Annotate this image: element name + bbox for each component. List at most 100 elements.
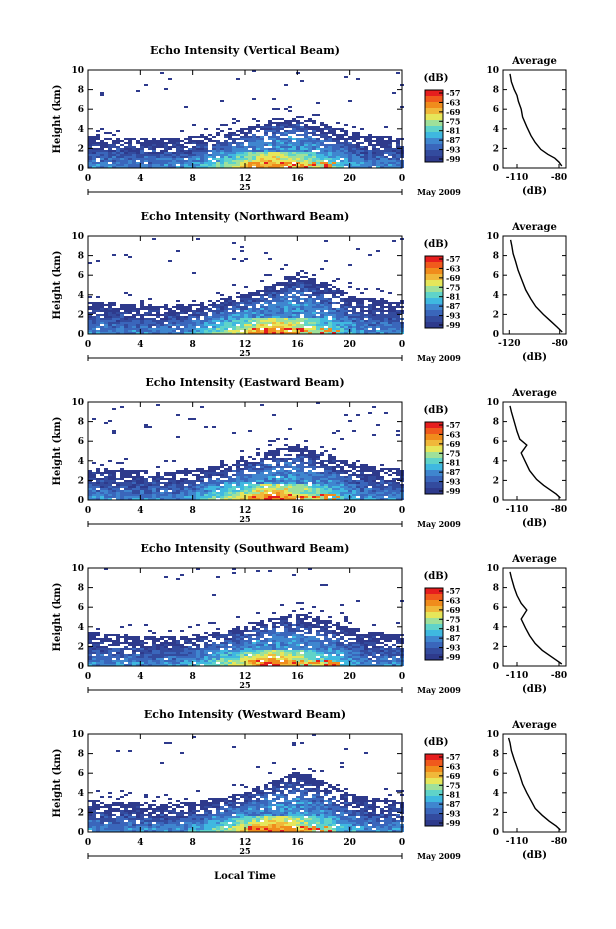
echo-cell [392, 166, 396, 168]
echo-cell [360, 160, 364, 162]
echo-cell [264, 160, 268, 162]
echo-cell [148, 322, 152, 324]
echo-cell [312, 318, 316, 320]
echo-cell [228, 154, 232, 156]
echo-cell [88, 162, 92, 164]
echo-cell [184, 322, 188, 324]
echo-cell [236, 296, 240, 298]
echo-cell [308, 290, 312, 292]
echo-cell [244, 156, 248, 158]
echo-cell [192, 660, 196, 662]
echo-cell [296, 292, 300, 294]
echo-cell [288, 482, 292, 484]
echo-cell [192, 490, 196, 492]
echo-cell [356, 318, 360, 320]
echo-cell [316, 476, 320, 478]
echo-cell [288, 156, 292, 158]
echo-cell [348, 320, 352, 322]
echo-cell [276, 108, 280, 110]
echo-cell [308, 284, 312, 286]
echo-cell [380, 330, 384, 332]
echo-cell [344, 490, 348, 492]
echo-cell [248, 322, 252, 324]
echo-cell [248, 480, 252, 482]
echo-cell [384, 306, 388, 308]
echo-cell [264, 152, 268, 154]
echo-cell [184, 106, 188, 108]
echo-cell [360, 162, 364, 164]
echo-cell [96, 308, 100, 310]
echo-cell [180, 470, 184, 472]
echo-cell [364, 496, 368, 498]
echo-cell [336, 288, 340, 290]
echo-cell [140, 322, 144, 324]
echo-cell [356, 474, 360, 476]
echo-cell [364, 162, 368, 164]
echo-cell [188, 152, 192, 154]
echo-cell [348, 286, 352, 288]
echo-cell [244, 476, 248, 478]
colorbar-segment [425, 114, 443, 121]
echo-cell [88, 648, 92, 650]
echo-cell [260, 320, 264, 322]
echo-cell [368, 138, 372, 140]
echo-cell [236, 656, 240, 658]
echo-cell [172, 638, 176, 640]
echo-cell [124, 320, 128, 322]
echo-cell [276, 492, 280, 494]
echo-cell [124, 164, 128, 166]
echo-cell [116, 312, 120, 314]
echo-cell [264, 326, 268, 328]
echo-cell [92, 494, 96, 496]
echo-cell [252, 292, 256, 294]
echo-cell [380, 140, 384, 142]
echo-cell [344, 462, 348, 464]
echo-cell [184, 472, 188, 474]
echo-cell [236, 642, 240, 644]
echo-cell [248, 488, 252, 490]
echo-cell [276, 154, 280, 156]
echo-cell [252, 480, 256, 482]
echo-cell [232, 312, 236, 314]
echo-cell [112, 470, 116, 472]
echo-field [88, 402, 404, 500]
echo-cell [88, 150, 92, 152]
echo-cell [144, 142, 148, 144]
echo-cell [92, 152, 96, 154]
echo-cell [344, 480, 348, 482]
echo-cell [128, 644, 132, 646]
echo-cell [268, 330, 272, 332]
echo-cell [248, 138, 252, 140]
echo-cell [132, 318, 136, 320]
echo-cell [320, 466, 324, 468]
echo-cell [364, 160, 368, 162]
echo-cell [328, 466, 332, 468]
echo-cell [132, 330, 136, 332]
echo-cell [228, 312, 232, 314]
echo-cell [300, 464, 304, 466]
echo-cell [396, 318, 400, 320]
echo-cell [372, 466, 376, 468]
echo-cell [296, 130, 300, 132]
echo-cell [212, 480, 216, 482]
echo-cell [96, 628, 100, 630]
echo-cell [216, 154, 220, 156]
x-tick-label: 0 [399, 174, 405, 184]
echo-cell [328, 290, 332, 292]
echo-cell [108, 154, 112, 156]
echo-cell [296, 158, 300, 160]
echo-cell [296, 322, 300, 324]
echo-cell [256, 290, 260, 292]
echo-cell [196, 160, 200, 162]
echo-cell [168, 166, 172, 168]
echo-cell [112, 482, 116, 484]
echo-cell [204, 312, 208, 314]
echo-cell [380, 300, 384, 302]
echo-cell [120, 152, 124, 154]
echo-cell [240, 326, 244, 328]
echo-cell [304, 322, 308, 324]
echo-cell [228, 476, 232, 478]
echo-cell [240, 148, 244, 150]
echo-cell [184, 320, 188, 322]
echo-cell [248, 304, 252, 306]
